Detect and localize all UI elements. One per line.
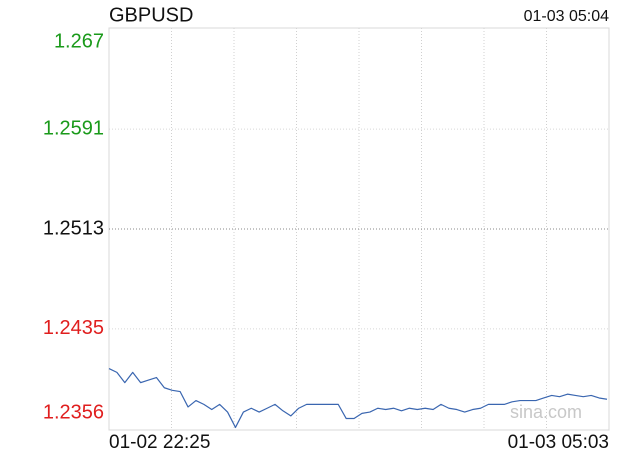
timestamp: 01-03 05:04 [524, 8, 610, 25]
x-tick-label: 01-02 22:25 [109, 432, 210, 453]
price-line [108, 368, 608, 429]
chart-title: GBPUSD [109, 4, 193, 26]
y-tick-label: 1.2513 [43, 217, 104, 239]
y-tick-label: 1.2435 [43, 317, 104, 339]
y-tick-label: 1.2356 [43, 401, 104, 423]
y-tick-label: 1.2591 [43, 117, 104, 139]
y-tick-label: 1.267 [54, 30, 104, 52]
watermark: sina.com [510, 402, 582, 422]
x-tick-label: 01-03 05:03 [508, 432, 609, 453]
